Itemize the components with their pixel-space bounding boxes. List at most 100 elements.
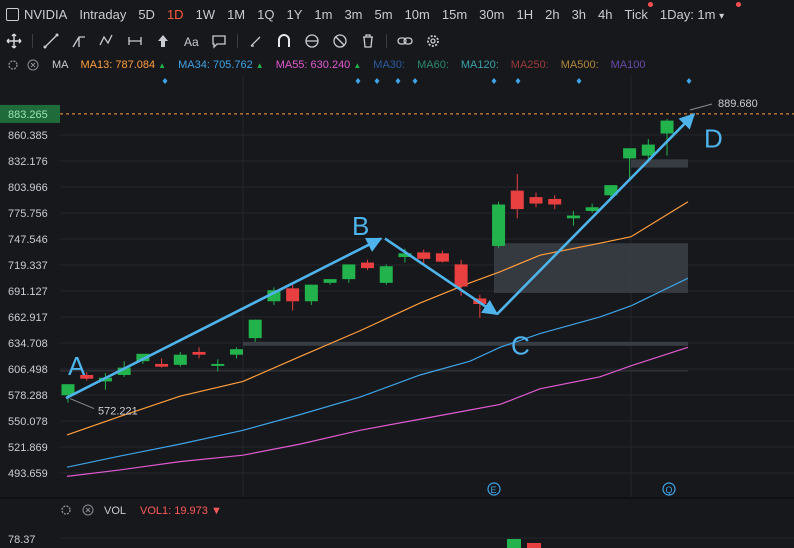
y-axis-label: 691.127	[8, 286, 48, 298]
interval-10m[interactable]: 10m	[404, 6, 430, 22]
interval-1q[interactable]: 1Q	[257, 6, 275, 22]
arrow-b-to-c	[384, 237, 499, 316]
close-icon[interactable]	[82, 504, 96, 519]
ma-legend-label: MA30:	[373, 59, 406, 71]
dividend-marker-icon[interactable]	[491, 78, 497, 84]
candle-body	[80, 374, 94, 379]
gear-icon	[427, 35, 439, 47]
symbol-selector[interactable]: NVIDIA	[0, 7, 73, 22]
comment-icon	[212, 35, 226, 49]
point-label: B	[352, 211, 369, 241]
current-price-label: 883.265	[8, 109, 48, 121]
event-marker[interactable]	[662, 482, 676, 496]
ma-legend-item: MA55: 630.240 ▲	[276, 59, 362, 71]
y-axis-label: 634.708	[8, 338, 48, 350]
candle-body	[529, 197, 543, 204]
interval-3h[interactable]: 3h	[571, 6, 587, 22]
dividend-marker-icon[interactable]	[395, 78, 401, 84]
channel-tool[interactable]	[65, 30, 93, 52]
ma-legend-label: MA100	[610, 59, 646, 71]
candle-body	[192, 351, 206, 355]
event-marker-label: Q	[666, 485, 673, 495]
ma-legend-label: MA55:	[275, 59, 308, 71]
min-price-leader	[69, 398, 95, 410]
y-axis-label: 550.078	[8, 416, 48, 428]
ma-legend-item: MA13: 787.084 ▲	[81, 59, 167, 71]
dividend-marker-icon[interactable]	[576, 78, 582, 84]
candle-body	[585, 207, 599, 211]
max-price-leader	[689, 103, 713, 111]
interval-1y[interactable]: 1Y	[286, 6, 303, 22]
candle-body	[492, 204, 506, 246]
trendline-tool[interactable]	[37, 30, 65, 52]
crosshair-icon	[6, 33, 22, 49]
settings-icon[interactable]	[6, 58, 20, 72]
candle-body	[361, 262, 375, 269]
note-tool[interactable]	[205, 30, 233, 52]
candle-body	[342, 264, 356, 280]
interval-1d[interactable]: 1D	[166, 6, 184, 22]
arrow-up-icon: ▲	[158, 61, 167, 70]
measure-tool[interactable]	[121, 30, 149, 52]
arrow-up-icon: ▲	[353, 61, 362, 70]
interval-15m[interactable]: 15m	[441, 6, 468, 22]
link-tool[interactable]	[391, 30, 419, 52]
candle-body	[136, 353, 150, 362]
text-tool[interactable]: Aa	[177, 30, 205, 52]
volume-bar	[527, 543, 541, 548]
period-selector[interactable]: 1Day: 1m ▾	[654, 7, 730, 22]
interval-2h[interactable]: 2h	[545, 6, 560, 22]
interval-1w[interactable]: 1W	[195, 6, 216, 22]
interval-4h[interactable]: 4h	[598, 6, 613, 22]
notification-dot	[648, 2, 653, 7]
y-axis-label: 606.498	[8, 364, 48, 376]
arrow-a-to-b	[65, 237, 383, 400]
settings-tool[interactable]	[419, 30, 447, 52]
interval-30m[interactable]: 30m	[479, 6, 505, 22]
interval-1h[interactable]: 1H	[516, 6, 534, 22]
candle-body	[623, 148, 637, 159]
dividend-marker-icon[interactable]	[686, 78, 692, 84]
hide-tool[interactable]	[326, 30, 354, 52]
ma-legend-item: MA60:	[417, 59, 449, 71]
candle-body	[604, 185, 618, 196]
pen-tool[interactable]	[242, 30, 270, 52]
pane-divider[interactable]	[0, 497, 794, 499]
wave-tool[interactable]	[93, 30, 121, 52]
y-axis-label: 860.385	[8, 130, 48, 142]
close-icon[interactable]	[26, 58, 40, 72]
notification-dot	[736, 2, 741, 7]
candle-body	[435, 253, 449, 262]
lock-tool[interactable]	[298, 30, 326, 52]
interval-5d[interactable]: 5D	[138, 6, 155, 22]
volume-chart[interactable]: 78.37	[0, 523, 794, 548]
dividend-marker-icon[interactable]	[374, 78, 380, 84]
dividend-marker-icon[interactable]	[515, 78, 521, 84]
interval-5m[interactable]: 5m	[374, 6, 393, 22]
ma-legend-value: 705.762	[209, 59, 256, 71]
arrow-up-icon: ▲	[255, 61, 264, 70]
dividend-marker-icon[interactable]	[412, 78, 418, 84]
ma-legend-label: MA120:	[460, 59, 499, 71]
ma-legend-label: MA500:	[560, 59, 599, 71]
interval-1m[interactable]: 1M	[227, 6, 246, 22]
current-price-tag	[0, 104, 60, 123]
event-marker[interactable]	[487, 482, 501, 496]
dividend-marker-icon[interactable]	[355, 78, 361, 84]
magnet-tool[interactable]	[270, 30, 298, 52]
hide-icon	[333, 34, 347, 48]
dividend-marker-icon[interactable]	[162, 78, 168, 84]
y-axis-label: 493.659	[8, 468, 48, 480]
interval-1m[interactable]: 1m	[314, 6, 333, 22]
interval-intraday[interactable]: Intraday	[79, 6, 127, 22]
event-marker-label: E	[491, 485, 497, 495]
arrow-tool[interactable]	[149, 30, 177, 52]
candle-body	[267, 290, 281, 302]
interval-tick[interactable]: Tick	[624, 6, 648, 22]
price-chart[interactable]: 860.385 832.176 803.966 775.756 747.546 719.3…	[0, 75, 794, 497]
measure-icon	[128, 37, 142, 45]
settings-icon[interactable]	[60, 504, 74, 519]
crosshair-tool[interactable]	[0, 30, 28, 52]
delete-tool[interactable]	[354, 30, 382, 52]
interval-3m[interactable]: 3m	[344, 6, 363, 22]
